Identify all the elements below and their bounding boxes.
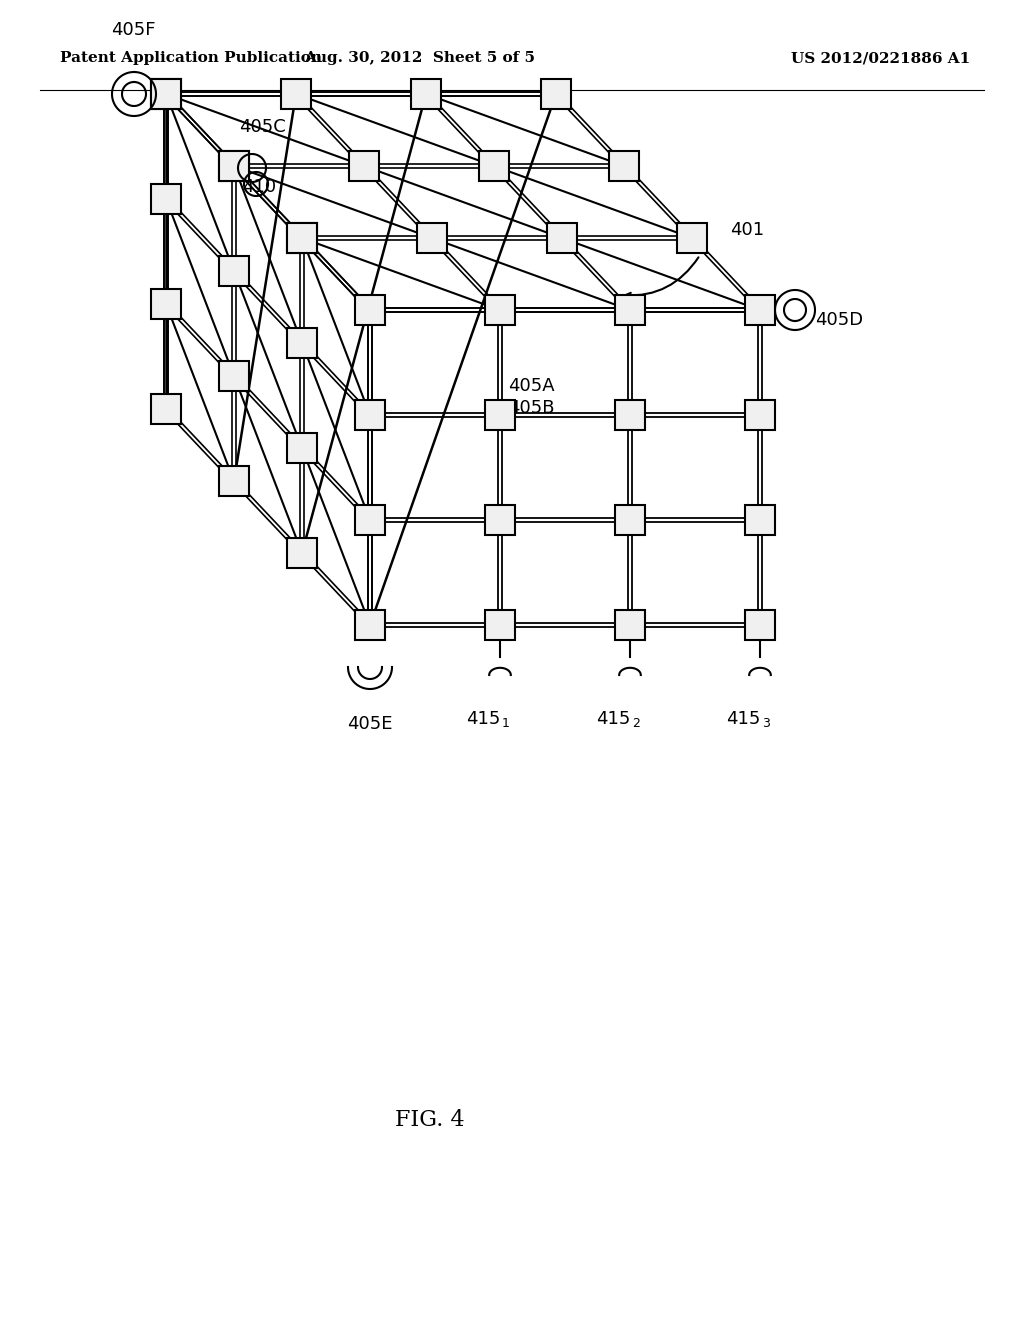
Text: 2: 2 [632, 717, 640, 730]
Bar [745, 610, 775, 640]
Bar [281, 79, 311, 110]
Bar [745, 400, 775, 430]
Bar [287, 433, 317, 463]
Bar [615, 610, 645, 640]
Bar [287, 327, 317, 358]
Bar [485, 294, 515, 325]
Bar [417, 223, 447, 253]
Text: 401: 401 [730, 220, 764, 239]
Text: US 2012/0221886 A1: US 2012/0221886 A1 [791, 51, 970, 65]
Bar [355, 610, 385, 640]
Bar [355, 400, 385, 430]
Text: 410: 410 [242, 178, 276, 195]
Bar [745, 294, 775, 325]
Text: 405A: 405A [508, 378, 555, 395]
Bar [219, 150, 249, 181]
Text: 405B: 405B [508, 399, 555, 417]
Bar [287, 223, 317, 253]
Text: 415: 415 [466, 710, 500, 729]
Text: FIG. 4: FIG. 4 [395, 1109, 465, 1131]
Bar [485, 400, 515, 430]
Bar [615, 506, 645, 535]
Bar [411, 79, 441, 110]
Bar [609, 150, 639, 181]
Text: 415: 415 [596, 710, 630, 729]
Bar [219, 360, 249, 391]
Bar [219, 466, 249, 496]
Text: 405C: 405C [239, 117, 286, 136]
Text: 3: 3 [762, 717, 770, 730]
Bar [219, 256, 249, 286]
Text: 405D: 405D [815, 312, 863, 329]
Bar [355, 506, 385, 535]
Text: 1: 1 [502, 717, 510, 730]
Bar [615, 400, 645, 430]
Bar [355, 294, 385, 325]
Text: 405E: 405E [347, 715, 393, 733]
Bar [349, 150, 379, 181]
Text: Aug. 30, 2012  Sheet 5 of 5: Aug. 30, 2012 Sheet 5 of 5 [304, 51, 536, 65]
Bar [219, 150, 249, 181]
Text: 405F: 405F [111, 21, 156, 40]
Bar [151, 79, 181, 110]
Bar [485, 610, 515, 640]
Bar [151, 183, 181, 214]
Bar [151, 79, 181, 110]
Bar [615, 294, 645, 325]
Bar [677, 223, 707, 253]
Text: 415: 415 [726, 710, 760, 729]
Bar [745, 506, 775, 535]
Bar [151, 393, 181, 424]
Bar [547, 223, 577, 253]
Bar [485, 506, 515, 535]
Bar [479, 150, 509, 181]
Bar [151, 289, 181, 319]
Bar [541, 79, 571, 110]
Text: Patent Application Publication: Patent Application Publication [60, 51, 322, 65]
Bar [287, 223, 317, 253]
Bar [287, 539, 317, 568]
